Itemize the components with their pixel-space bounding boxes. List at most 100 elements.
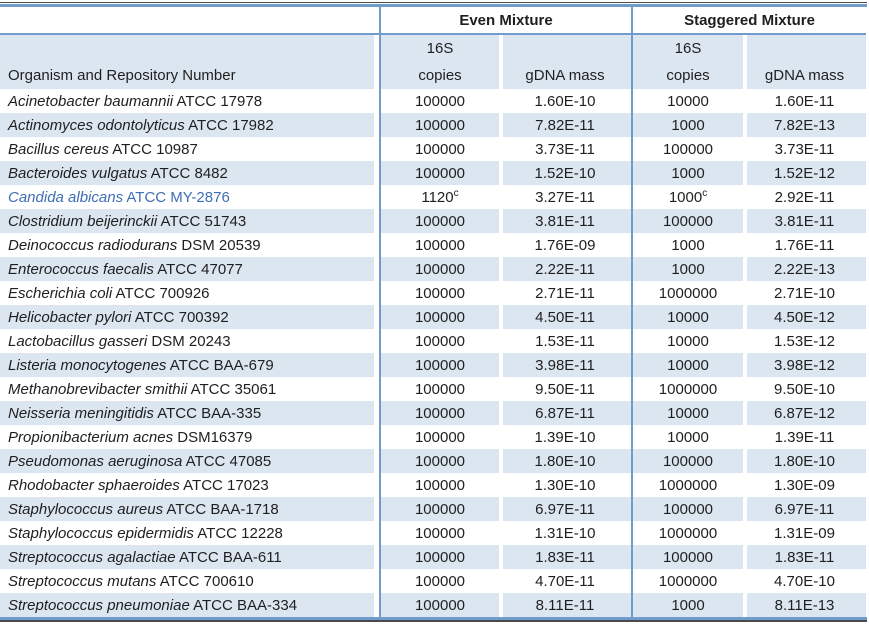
staggered-16s-copies-cell: 1000000 — [631, 521, 743, 545]
organism-repository: ATCC 17023 — [179, 476, 269, 494]
organism-name-italic: Deinococcus radiodurans — [8, 236, 178, 254]
organism-name-italic: Listeria monocytogenes — [8, 356, 167, 374]
staggered-gdna-mass-cell: 2.22E-13 — [743, 257, 866, 281]
table-bottom-border-blue — [0, 617, 867, 620]
organism-repository: ATCC 51743 — [157, 212, 247, 230]
staggered-16s-copies-cell: 1000000 — [631, 569, 743, 593]
staggered-gdna-mass-cell: 4.70E-10 — [743, 569, 866, 593]
organism-name-italic: Clostridium beijerinckii — [8, 212, 158, 230]
organism-row: Streptococcus agalactiae ATCC BAA-611 10… — [0, 545, 866, 569]
organism-name-cell: Staphylococcus aureus ATCC BAA-1718 — [0, 497, 380, 521]
organism-repository: ATCC 700610 — [156, 572, 254, 590]
subheader-row-columns: Organism and Repository Number copies gD… — [0, 61, 866, 89]
staggered-gdna-mass-cell: 6.97E-11 — [743, 497, 866, 521]
staggered-mixture-header: Staggered Mixture — [631, 7, 866, 35]
staggered-16s-copies-cell: 1000000 — [631, 281, 743, 305]
staggered-16s-copies-cell: 10000 — [631, 305, 743, 329]
even-gdna-mass-cell: 4.70E-11 — [499, 569, 632, 593]
staggered-gdna-mass-cell: 1.31E-09 — [743, 521, 866, 545]
organism-name-cell: Rhodobacter sphaeroides ATCC 17023 — [0, 473, 380, 497]
organism-row: Methanobrevibacter smithii ATCC 35061 10… — [0, 377, 866, 401]
even-gdna-mass-cell: 8.11E-11 — [499, 593, 632, 617]
even-16s-copies-cell: 100000 — [379, 377, 499, 401]
staggered-gdna-mass-cell: 8.11E-13 — [743, 593, 866, 617]
organism-repository: DSM16379 — [173, 428, 253, 446]
staggered-gdna-mass-cell: 1.80E-10 — [743, 449, 866, 473]
organism-row: Escherichia coli ATCC 700926 100000 2.71… — [0, 281, 866, 305]
organism-row: Lactobacillus gasseri DSM 20243 100000 1… — [0, 329, 866, 353]
even-16s-copies-cell: 100000 — [379, 545, 499, 569]
organism-name-cell: Methanobrevibacter smithii ATCC 35061 — [0, 377, 380, 401]
staggered-16s-copies-cell: 1000 — [631, 593, 743, 617]
organism-name-italic: Rhodobacter sphaeroides — [8, 476, 180, 494]
mock-community-table: Even Mixture Staggered Mixture 16S 16S O… — [0, 7, 866, 617]
staggered-16s-copies-cell: 100000 — [631, 497, 743, 521]
even-16s-label: 16S — [379, 34, 499, 61]
organism-row: Staphylococcus epidermidis ATCC 12228 10… — [0, 521, 866, 545]
organism-row: Bacteroides vulgatus ATCC 8482 100000 1.… — [0, 161, 866, 185]
organism-repository: ATCC 8482 — [147, 164, 228, 182]
organism-name-italic: Pseudomonas aeruginosa — [8, 452, 183, 470]
organism-name-cell: Staphylococcus epidermidis ATCC 12228 — [0, 521, 380, 545]
organism-row: Neisseria meningitidis ATCC BAA-335 1000… — [0, 401, 866, 425]
organism-repository: ATCC 10987 — [108, 140, 198, 158]
staggered-gdna-mass-cell: 1.76E-11 — [743, 233, 866, 257]
organism-name-italic: Streptococcus mutans — [8, 572, 157, 590]
staggered-16s-copies-cell: 10000 — [631, 89, 743, 113]
organism-row: Enterococcus faecalis ATCC 47077 100000 … — [0, 257, 866, 281]
organism-repository: ATCC 700926 — [112, 284, 210, 302]
organism-repository: ATCC BAA-335 — [153, 404, 262, 422]
even-gdna-mass-cell: 1.83E-11 — [499, 545, 632, 569]
organism-name-cell: Bacillus cereus ATCC 10987 — [0, 137, 380, 161]
even-16s-copies-cell: 100000 — [379, 473, 499, 497]
even-gdna-mass-cell: 1.53E-11 — [499, 329, 632, 353]
organism-repository: ATCC 35061 — [187, 380, 277, 398]
staggered-16s-copies-cell: 1000 — [631, 233, 743, 257]
group-header-spacer — [0, 7, 380, 35]
organism-name-cell: Candida albicans ATCC MY-2876 — [0, 185, 380, 209]
staggered-16s-copies-cell: 1000 — [631, 161, 743, 185]
even-gdna-mass-cell: 1.80E-10 — [499, 449, 632, 473]
organism-repository: ATCC BAA-611 — [175, 548, 282, 566]
organism-name-cell: Pseudomonas aeruginosa ATCC 47085 — [0, 449, 380, 473]
even-16s-copies-cell: 100000 — [379, 281, 499, 305]
even-copies-header: copies — [379, 61, 499, 89]
even-gdna-mass-cell: 4.50E-11 — [499, 305, 632, 329]
even-16s-copies-cell: 100000 — [379, 425, 499, 449]
even-16s-copies-cell: 100000 — [379, 89, 499, 113]
organism-name-cell: Deinococcus radiodurans DSM 20539 — [0, 233, 380, 257]
organism-name-cell: Neisseria meningitidis ATCC BAA-335 — [0, 401, 380, 425]
staggered-gdna-mass-cell: 1.53E-12 — [743, 329, 866, 353]
table-top-border-dark — [0, 2, 867, 3]
even-16s-copies-cell: 100000 — [379, 593, 499, 617]
organism-name-italic: Streptococcus pneumoniae — [8, 596, 190, 614]
organism-name-cell: Streptococcus pneumoniae ATCC BAA-334 — [0, 593, 380, 617]
even-16s-copies-cell: 100000 — [379, 161, 499, 185]
table-bottom-border-dark — [0, 620, 867, 622]
staggered-gdna-mass-cell: 1.83E-11 — [743, 545, 866, 569]
even-gdna-mass-cell: 1.39E-10 — [499, 425, 632, 449]
even-16s-copies-cell: 100000 — [379, 137, 499, 161]
organism-name-italic: Acinetobacter baumannii — [8, 92, 174, 110]
organism-row: Candida albicans ATCC MY-2876 1120c 3.27… — [0, 185, 866, 209]
organism-name-cell: Lactobacillus gasseri DSM 20243 — [0, 329, 380, 353]
staggered-16s-spacer — [743, 34, 866, 61]
organism-row: Acinetobacter baumannii ATCC 17978 10000… — [0, 89, 866, 113]
organism-name-italic: Neisseria meningitidis — [8, 404, 154, 422]
subheader-row-16s: 16S 16S — [0, 34, 866, 61]
staggered-gdna-mass-cell: 1.30E-09 — [743, 473, 866, 497]
organism-row: Streptococcus pneumoniae ATCC BAA-334 10… — [0, 593, 866, 617]
staggered-16s-copies-cell: 1000000 — [631, 473, 743, 497]
staggered-16s-copies-cell: 10000 — [631, 401, 743, 425]
even-gdna-mass-cell: 1.76E-09 — [499, 233, 632, 257]
even-16s-copies-cell: 100000 — [379, 449, 499, 473]
even-gdna-mass-cell: 1.31E-10 — [499, 521, 632, 545]
organism-repository: DSM 20539 — [177, 236, 261, 254]
organism-name-italic: Candida albicans — [8, 188, 124, 206]
even-gdna-mass-cell: 2.71E-11 — [499, 281, 632, 305]
organism-column-header: Organism and Repository Number — [0, 61, 380, 89]
organism-repository: ATCC 700392 — [131, 308, 229, 326]
even-gdna-mass-cell: 1.30E-10 — [499, 473, 632, 497]
organism-name-cell: Bacteroides vulgatus ATCC 8482 — [0, 161, 380, 185]
